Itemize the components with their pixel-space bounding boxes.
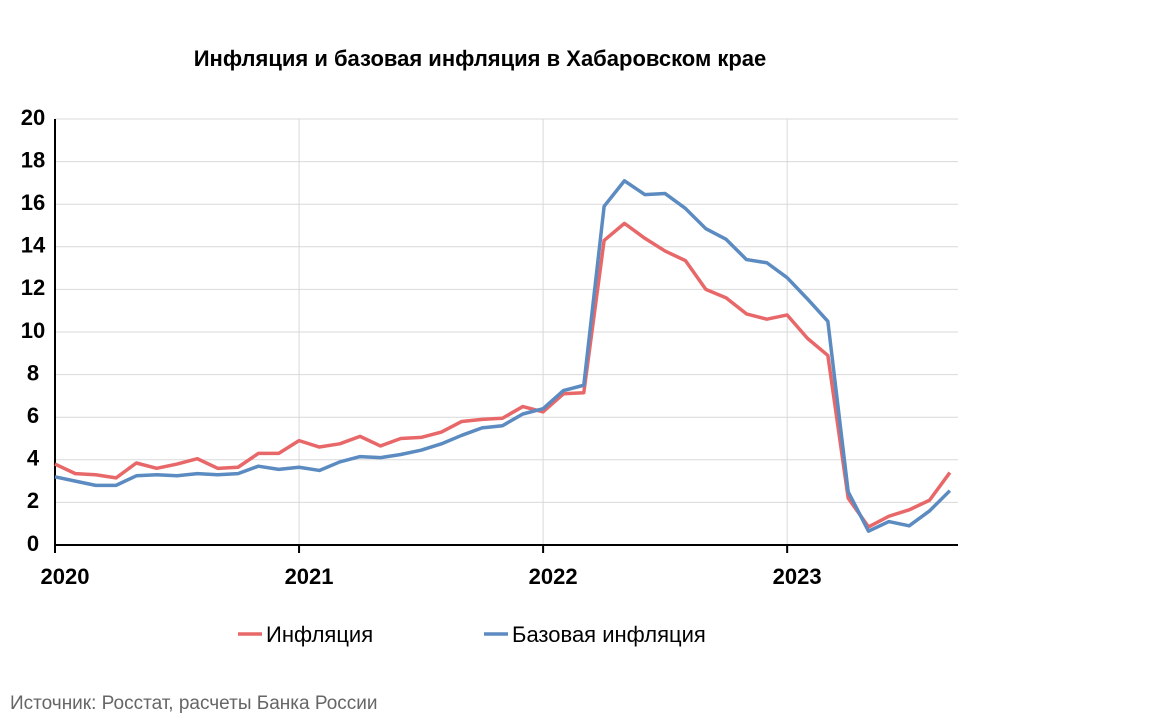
x-tick-label: 2020: [41, 564, 90, 589]
data-line: [54, 179, 952, 533]
legend-label: Инфляция: [266, 622, 373, 647]
y-tick-label: 20: [21, 105, 45, 130]
y-tick-label: 4: [27, 446, 40, 471]
y-tick-label: 8: [27, 360, 39, 385]
y-tick-label: 14: [21, 233, 46, 258]
x-tick-label: 2021: [285, 564, 334, 589]
y-tick-label: 10: [21, 318, 45, 343]
source-note: Источник: Росстат, расчеты Банка России: [10, 693, 378, 714]
data-line: [54, 221, 952, 529]
legend-label: Базовая инфляция: [512, 622, 706, 647]
chart-title: Инфляция и базовая инфляция в Хабаровско…: [194, 46, 767, 71]
y-tick-label: 6: [27, 403, 39, 428]
x-tick-label: 2022: [529, 564, 578, 589]
y-tick-label: 16: [21, 190, 45, 215]
y-tick-label: 18: [21, 147, 45, 172]
y-tick-label: 2: [27, 488, 39, 513]
y-tick-label: 0: [27, 531, 39, 556]
y-tick-label: 12: [21, 275, 45, 300]
x-tick-label: 2023: [773, 564, 822, 589]
